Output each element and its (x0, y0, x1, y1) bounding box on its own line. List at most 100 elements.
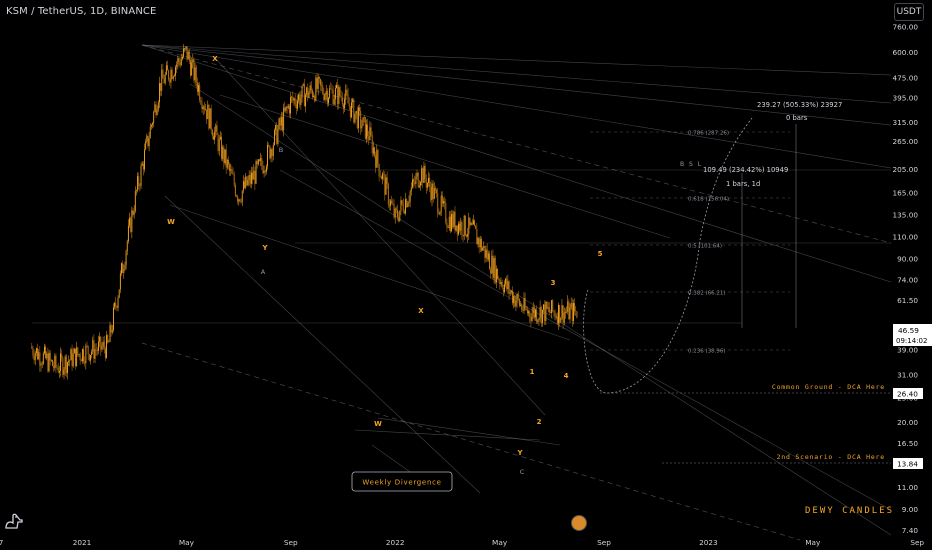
candle-body (302, 83, 304, 86)
candle-body (432, 183, 434, 199)
time-tick-label: May (179, 538, 195, 547)
candle-body (348, 103, 350, 107)
candle-body (458, 223, 459, 235)
candle-body (60, 353, 61, 371)
candle-body (123, 269, 125, 274)
wave-label-corrective: C (520, 468, 525, 476)
candle-body (347, 94, 349, 104)
candle-body (318, 76, 320, 80)
candle-body (391, 200, 393, 204)
candle-body (477, 237, 479, 245)
price-tick-label: 265.00 (892, 137, 918, 146)
candle-body (140, 165, 142, 186)
candle-body (400, 200, 402, 211)
candle-body (375, 155, 377, 168)
candle-body (468, 217, 470, 235)
candle-body (42, 353, 44, 364)
candle-body (161, 69, 163, 91)
symbol-header[interactable]: KSM / TetherUS, 1D, BINANCE (6, 6, 157, 17)
candle-body (269, 145, 271, 159)
candle-body (498, 279, 500, 280)
candle-body (573, 303, 574, 322)
candle-body (285, 106, 287, 112)
candle-body (571, 303, 573, 322)
candle-body (569, 307, 571, 320)
candle-body (379, 176, 381, 177)
candle-body (106, 335, 107, 358)
candle-body (201, 103, 203, 109)
price-tick-label: 31.00 (897, 370, 918, 379)
time-tick-label: May (492, 538, 508, 547)
candle-body (376, 149, 378, 168)
candle-body (472, 220, 474, 225)
candle-body (367, 124, 369, 137)
candle-body (46, 353, 48, 359)
candle-body (240, 201, 242, 203)
candle-body (100, 336, 102, 350)
candle-body (314, 95, 316, 101)
candle-body (515, 301, 517, 307)
candle-body (190, 60, 191, 76)
currency-unit-button[interactable]: USDT (894, 3, 924, 21)
candle-body (386, 177, 388, 185)
candle-body (93, 340, 95, 359)
candle-body (149, 126, 151, 139)
candle-body (493, 258, 495, 278)
current-price: 46.59 (898, 326, 919, 335)
candle-body (332, 89, 334, 105)
weekly-divergence-label: Weekly Divergence (362, 479, 441, 487)
candle-body (413, 179, 415, 182)
candle-body (558, 305, 559, 324)
candle-body (370, 127, 372, 136)
candle-body (341, 97, 343, 105)
candle-body (136, 190, 137, 192)
price-tick-label: 315.00 (892, 118, 918, 127)
candle-body (508, 281, 510, 294)
candle-body (437, 193, 439, 213)
candle-body (489, 253, 490, 270)
candle-body (330, 88, 332, 89)
candle-body (568, 301, 570, 320)
candle-body (505, 278, 507, 285)
candle-body (299, 94, 301, 105)
wave-label: 2 (537, 418, 542, 426)
candle-body (543, 304, 544, 310)
candle-body (85, 345, 87, 364)
candle-body (361, 125, 363, 129)
candle-body (509, 292, 511, 294)
time-tick-label: May (805, 538, 821, 547)
candle-body (325, 90, 327, 95)
price-tick-label: 74.00 (897, 276, 918, 285)
candle-body (308, 92, 310, 98)
tradingview-logo-icon[interactable] (4, 512, 24, 530)
candle-body (563, 312, 565, 323)
candle-body (217, 135, 219, 151)
candle-body (180, 59, 182, 66)
candle-body (115, 302, 117, 307)
candle-body (455, 225, 457, 231)
candle-body (202, 106, 204, 109)
candle-body (77, 347, 79, 355)
current-price-tag-bg (893, 324, 932, 346)
candle-body (236, 195, 237, 197)
candle-body (209, 108, 211, 129)
candle-body (218, 138, 220, 151)
price-tick-label: 61.50 (897, 296, 918, 305)
candle-body (110, 325, 112, 333)
candle-body (310, 85, 312, 91)
candle-body (309, 85, 311, 93)
candle-body (145, 141, 147, 150)
candle-body (390, 200, 392, 206)
candle-body (329, 88, 331, 98)
candle-body (349, 106, 351, 118)
trend-line (377, 417, 561, 446)
candle-body (107, 335, 109, 343)
candle-body (121, 263, 122, 274)
candle-body (334, 88, 336, 100)
candle-body (443, 201, 444, 204)
replay-icon[interactable] (571, 515, 587, 531)
candle-body (536, 309, 538, 322)
candle-body (297, 100, 298, 109)
candle-body (547, 307, 549, 309)
